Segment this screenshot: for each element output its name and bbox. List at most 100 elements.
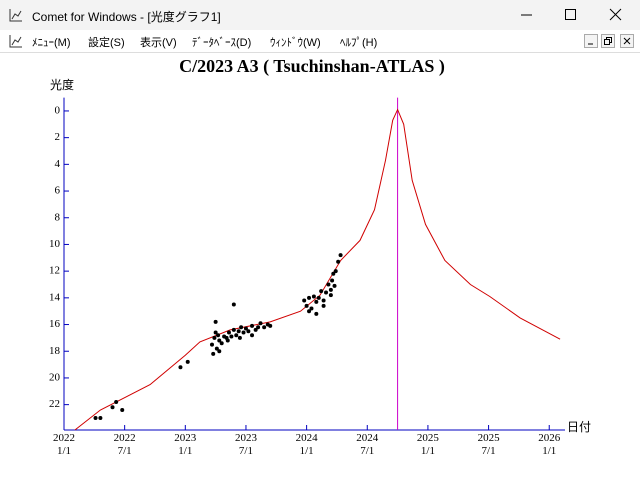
observation-point xyxy=(241,330,246,335)
observation-point xyxy=(229,334,234,339)
menu-item[interactable]: ﾍﾙﾌﾟ(H) xyxy=(340,37,378,49)
observation-point xyxy=(234,333,239,338)
menu-item[interactable]: ﾒﾆｭｰ(M) xyxy=(32,37,71,49)
observation-point xyxy=(321,298,326,303)
y-tick-label: 22 xyxy=(49,398,60,410)
mdi-restore[interactable] xyxy=(601,34,615,48)
x-tick-label: 2023 7/1 xyxy=(234,432,257,457)
observation-point xyxy=(209,342,214,347)
x-tick-label: 2022 7/1 xyxy=(113,432,136,457)
observation-point xyxy=(231,327,236,332)
x-tick-label: 2024 7/1 xyxy=(356,432,379,457)
chart-title: C/2023 A3 ( Tsuchinshan-ATLAS ) xyxy=(179,56,445,77)
observation-point xyxy=(93,415,98,420)
mdi-close[interactable] xyxy=(620,34,634,48)
observation-point xyxy=(237,335,242,340)
menu-item[interactable]: ｳｨﾝﾄﾞｳ(W) xyxy=(270,37,321,49)
observation-point xyxy=(311,294,316,299)
observation-point xyxy=(307,309,312,314)
menu-item[interactable]: ﾃﾞｰﾀﾍﾞｰｽ(D) xyxy=(192,37,252,49)
y-tick-label: 12 xyxy=(49,265,60,277)
observation-point xyxy=(98,415,103,420)
magnitude-curve xyxy=(74,108,561,431)
observation-point xyxy=(314,311,319,316)
observation-point xyxy=(217,338,222,343)
observation-point xyxy=(213,330,218,335)
menu-item[interactable]: 表示(V) xyxy=(140,37,177,49)
observation-point xyxy=(333,269,338,274)
window-title: Comet for Windows - [光度グラフ1] xyxy=(32,10,221,24)
observation-point xyxy=(250,323,255,328)
observation-point xyxy=(258,321,263,326)
observation-point xyxy=(302,298,307,303)
observation-point xyxy=(262,325,267,330)
minimize-button[interactable] xyxy=(520,8,534,22)
observation-point xyxy=(214,346,219,351)
observation-point xyxy=(239,325,244,330)
maximize-button[interactable] xyxy=(564,8,578,22)
observation-point xyxy=(212,335,217,340)
x-tick-label: 2025 1/1 xyxy=(416,432,439,457)
observation-point xyxy=(304,303,309,308)
observation-point xyxy=(231,302,236,307)
observation-point xyxy=(330,278,335,283)
observation-point xyxy=(336,259,341,264)
observation-point xyxy=(326,282,331,287)
app-icon xyxy=(9,9,22,22)
observation-point xyxy=(217,349,222,354)
doc-icon xyxy=(9,35,22,48)
observation-point xyxy=(114,399,119,404)
title-bar: Comet for Windows - [光度グラフ1] xyxy=(0,0,640,30)
observation-point xyxy=(309,306,314,311)
y-axis-label: 光度 xyxy=(50,77,74,92)
observation-point xyxy=(219,341,224,346)
observation-point xyxy=(120,407,125,412)
y-tick-label: 4 xyxy=(55,158,61,170)
y-tick-label: 10 xyxy=(49,238,61,250)
observation-point xyxy=(253,327,258,332)
observation-point xyxy=(185,359,190,364)
observation-point xyxy=(307,295,312,300)
observation-point xyxy=(246,329,251,334)
observation-point xyxy=(236,329,241,334)
y-tick-label: 16 xyxy=(49,318,61,330)
observation-point xyxy=(319,289,324,294)
x-tick-label: 2025 7/1 xyxy=(477,432,500,457)
observation-point xyxy=(331,271,336,276)
y-tick-label: 18 xyxy=(49,345,61,357)
observation-point xyxy=(328,287,333,292)
close-button[interactable] xyxy=(609,8,623,22)
observation-point xyxy=(226,330,231,335)
observation-point xyxy=(268,323,273,328)
menu-bar: ﾒﾆｭｰ(M) 設定(S) 表示(V) ﾃﾞｰﾀﾍﾞｰｽ(D) ｳｨﾝﾄﾞｳ(W) ﾍﾙﾌ… xyxy=(0,30,640,53)
x-axis-label: 日付 xyxy=(567,420,591,434)
x-tick-label: 2023 1/1 xyxy=(174,432,197,457)
menu-item[interactable]: 設定(S) xyxy=(88,37,125,49)
observation-point xyxy=(324,290,329,295)
x-tick-label: 2026 1/1 xyxy=(538,432,561,457)
y-tick-label: 2 xyxy=(55,131,61,143)
y-tick-label: 0 xyxy=(55,104,61,116)
observation-point xyxy=(216,333,221,338)
observation-point xyxy=(178,365,183,370)
observation-point xyxy=(243,326,248,331)
observation-point xyxy=(314,299,319,304)
y-tick-label: 6 xyxy=(55,185,61,197)
y-tick-label: 14 xyxy=(49,291,61,303)
mdi-minimize[interactable] xyxy=(584,34,598,48)
observation-point xyxy=(316,295,321,300)
x-tick-label: 2022 1/1 xyxy=(53,432,75,457)
observation-point xyxy=(332,283,337,288)
observation-point xyxy=(250,333,255,338)
y-tick-label: 20 xyxy=(49,371,61,383)
x-tick-label: 2024 1/1 xyxy=(295,432,318,457)
observation-point xyxy=(338,253,343,258)
observation-point xyxy=(225,338,230,343)
y-tick-label: 8 xyxy=(55,211,61,223)
observation-point xyxy=(110,405,115,410)
observation-point xyxy=(256,325,261,330)
observation-point xyxy=(328,293,333,298)
observation-point xyxy=(321,303,326,308)
